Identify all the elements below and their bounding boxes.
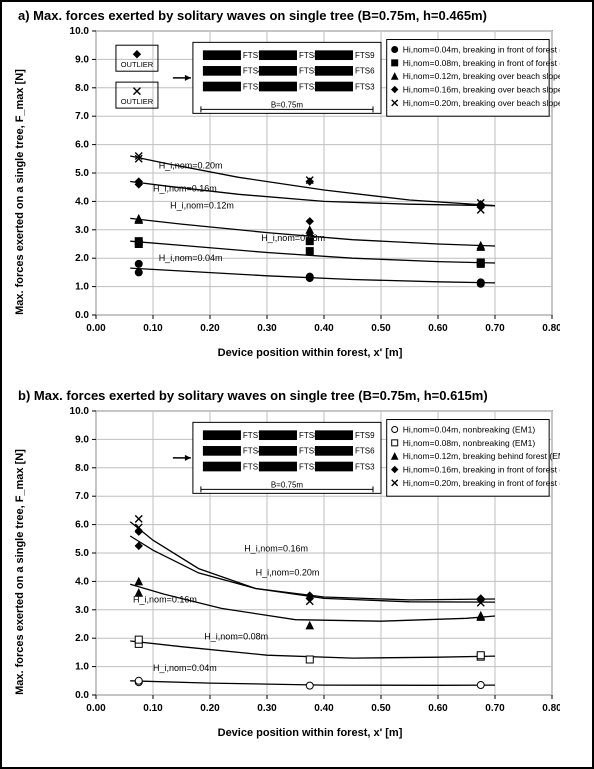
svg-text:B=0.75m: B=0.75m	[271, 480, 304, 489]
svg-text:FTS9: FTS9	[355, 431, 375, 440]
svg-text:Hi,nom=0.20m, breaking over be: Hi,nom=0.20m, breaking over beach slope …	[403, 98, 560, 108]
svg-text:1.0: 1.0	[75, 282, 89, 293]
chart-b-outer: Max. forces exerted on a single tree, F_…	[60, 405, 560, 739]
svg-text:5.0: 5.0	[75, 168, 89, 179]
svg-text:0.30: 0.30	[257, 703, 277, 714]
panel-b-ylabel: Max. forces exerted on a single tree, F_…	[14, 449, 26, 695]
chart-b-svg: 0.00 0.10 0.20 0.30 0.40 0.50 0.60 0.70 0.80 0.0 1…	[60, 405, 560, 725]
svg-text:0.70: 0.70	[485, 323, 505, 334]
panel-b: b) Max. forces exerted by solitary waves…	[12, 386, 586, 762]
svg-text:0.60: 0.60	[428, 703, 448, 714]
svg-text:0.20: 0.20	[200, 323, 220, 334]
svg-text:H_i,nom=0.20m: H_i,nom=0.20m	[159, 161, 223, 171]
svg-text:7.0: 7.0	[75, 111, 89, 122]
svg-text:H_i,nom=0.08m: H_i,nom=0.08m	[261, 233, 325, 243]
svg-text:0.10: 0.10	[143, 323, 163, 334]
svg-text:Hi,nom=0.16m, breaking over be: Hi,nom=0.16m, breaking over beach slope …	[403, 85, 560, 95]
svg-text:OUTLIER: OUTLIER	[121, 60, 154, 69]
panel-a-title: a) Max. forces exerted by solitary waves…	[18, 8, 586, 23]
svg-text:Hi,nom=0.16m, breaking in fron: Hi,nom=0.16m, breaking in front of fores…	[403, 465, 560, 475]
svg-text:OUTLIER: OUTLIER	[121, 97, 154, 106]
svg-text:0.20: 0.20	[200, 703, 220, 714]
svg-text:Hi,nom=0.04m, breaking in fron: Hi,nom=0.04m, breaking in front of fores…	[403, 45, 560, 55]
panel-a-ylabel: Max. forces exerted on a single tree, F_…	[14, 69, 26, 315]
svg-text:0.40: 0.40	[314, 703, 334, 714]
svg-text:H_i,nom=0.20m: H_i,nom=0.20m	[256, 568, 320, 578]
svg-text:0.30: 0.30	[257, 323, 277, 334]
svg-text:9.0: 9.0	[75, 434, 89, 445]
svg-text:9.0: 9.0	[75, 54, 89, 65]
svg-text:3.0: 3.0	[75, 605, 89, 616]
svg-text:FTS6: FTS6	[355, 67, 375, 76]
svg-text:FTS3: FTS3	[355, 82, 375, 91]
svg-text:1.0: 1.0	[75, 662, 89, 673]
svg-text:H_i,nom=0.04m: H_i,nom=0.04m	[153, 663, 217, 673]
svg-text:0.00: 0.00	[86, 323, 106, 334]
panel-a-xlabel: Device position within forest, x' [m]	[60, 347, 560, 359]
panel-b-title: b) Max. forces exerted by solitary waves…	[18, 388, 586, 403]
svg-text:H_i,nom=0.08m: H_i,nom=0.08m	[204, 632, 268, 642]
svg-text:FTS3: FTS3	[355, 462, 375, 471]
svg-text:0.0: 0.0	[75, 310, 89, 321]
svg-text:8.0: 8.0	[75, 463, 89, 474]
panel-a: a) Max. forces exerted by solitary waves…	[12, 6, 586, 382]
svg-text:4.0: 4.0	[75, 576, 89, 587]
svg-text:0.10: 0.10	[143, 703, 163, 714]
svg-text:2.0: 2.0	[75, 633, 89, 644]
svg-text:0.70: 0.70	[485, 703, 505, 714]
svg-text:B=0.75m: B=0.75m	[271, 100, 304, 109]
svg-text:2.0: 2.0	[75, 253, 89, 264]
svg-text:0.60: 0.60	[428, 323, 448, 334]
svg-text:8.0: 8.0	[75, 83, 89, 94]
svg-text:Hi,nom=0.12m, breaking over be: Hi,nom=0.12m, breaking over beach slope …	[403, 71, 560, 81]
svg-text:Hi,nom=0.04m, nonbreaking (EM1: Hi,nom=0.04m, nonbreaking (EM1)	[403, 425, 536, 435]
svg-text:0.0: 0.0	[75, 690, 89, 701]
svg-text:6.0: 6.0	[75, 520, 89, 531]
svg-text:4.0: 4.0	[75, 196, 89, 207]
svg-text:3.0: 3.0	[75, 225, 89, 236]
svg-text:5.0: 5.0	[75, 548, 89, 559]
svg-text:Hi,nom=0.20m, breaking in fron: Hi,nom=0.20m, breaking in front of fores…	[403, 478, 560, 488]
svg-text:FTS9: FTS9	[355, 51, 375, 60]
svg-text:Hi,nom=0.08m, nonbreaking (EM1: Hi,nom=0.08m, nonbreaking (EM1)	[403, 438, 536, 448]
panel-b-xlabel: Device position within forest, x' [m]	[60, 727, 560, 739]
svg-text:0.50: 0.50	[371, 703, 391, 714]
svg-text:FTS6: FTS6	[355, 447, 375, 456]
svg-text:0.50: 0.50	[371, 323, 391, 334]
svg-text:7.0: 7.0	[75, 491, 89, 502]
svg-text:10.0: 10.0	[70, 406, 90, 417]
svg-text:H_i,nom=0.16m: H_i,nom=0.16m	[153, 183, 217, 193]
svg-text:H_i,nom=0.16m: H_i,nom=0.16m	[244, 544, 308, 554]
svg-text:0.80: 0.80	[542, 703, 560, 714]
svg-text:0.80: 0.80	[542, 323, 560, 334]
svg-text:6.0: 6.0	[75, 140, 89, 151]
svg-text:Hi,nom=0.08m, breaking in fron: Hi,nom=0.08m, breaking in front of fores…	[403, 58, 560, 68]
svg-text:0.40: 0.40	[314, 323, 334, 334]
svg-text:Hi,nom=0.12m, breaking behind: Hi,nom=0.12m, breaking behind forest (EM…	[403, 451, 560, 461]
svg-text:0.00: 0.00	[86, 703, 106, 714]
chart-a-outer: Max. forces exerted on a single tree, F_…	[60, 25, 560, 359]
svg-text:H_i,nom=0.04m: H_i,nom=0.04m	[159, 253, 223, 263]
svg-text:H_i,nom=0.12m: H_i,nom=0.12m	[170, 201, 234, 211]
svg-text:10.0: 10.0	[70, 26, 90, 37]
chart-a-svg: 0.00 0.10 0.20 0.30 0.40 0.50 0.60 0.70 0.80 0.0 1…	[60, 25, 560, 345]
